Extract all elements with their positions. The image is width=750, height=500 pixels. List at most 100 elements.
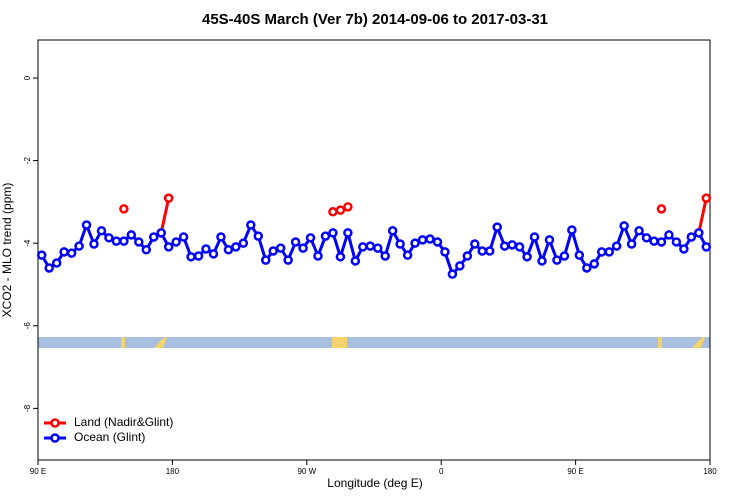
land-patch — [332, 337, 347, 348]
data-point — [148, 232, 159, 242]
data-point — [626, 239, 637, 249]
data-point — [119, 236, 129, 246]
data-point — [365, 241, 376, 251]
x-tick-label: 90 W — [297, 467, 316, 476]
data-point — [559, 251, 570, 261]
data-point — [350, 256, 361, 266]
ocean-strip — [38, 337, 710, 348]
data-point — [395, 239, 405, 249]
data-point — [186, 252, 196, 262]
data-point — [574, 250, 585, 260]
data-point — [74, 241, 84, 251]
data-point — [246, 220, 256, 230]
data-point — [298, 243, 308, 253]
y-tick-label: -8 — [23, 404, 32, 412]
data-point — [163, 193, 174, 203]
data-point — [447, 269, 458, 279]
data-point — [44, 263, 54, 273]
x-tick-label: 90 E — [567, 467, 583, 476]
y-tick-label: -4 — [23, 239, 32, 247]
data-point — [335, 252, 346, 262]
data-point — [305, 233, 316, 243]
data-point — [544, 235, 555, 245]
data-point — [253, 231, 264, 241]
data-point — [410, 238, 420, 248]
legend-marker — [50, 433, 60, 443]
data-point — [320, 231, 331, 241]
land-patch — [154, 337, 167, 348]
data-point — [417, 235, 428, 245]
land-patch — [121, 337, 125, 348]
data-point — [634, 226, 644, 236]
data-point — [492, 222, 502, 232]
x-tick-label: 90 E — [30, 467, 46, 476]
data-point — [260, 255, 271, 265]
legend-marker — [50, 418, 60, 428]
data-point — [425, 234, 435, 244]
x-tick-label: 0 — [439, 467, 444, 476]
data-point — [462, 251, 473, 261]
data-point — [268, 246, 278, 256]
data-point — [283, 255, 293, 265]
data-point — [537, 256, 547, 266]
data-point — [649, 236, 659, 246]
data-point — [499, 241, 510, 251]
data-point — [596, 247, 607, 257]
data-point — [89, 239, 99, 249]
legend-label: Land (Nadir&Glint) — [74, 415, 173, 429]
plot-frame — [37, 39, 711, 461]
data-point — [611, 241, 622, 251]
data-point — [141, 245, 152, 255]
data-point — [134, 237, 144, 247]
data-point — [484, 246, 495, 256]
legend: Land (Nadir&Glint)Ocean (Glint) — [44, 415, 173, 444]
data-point — [671, 237, 682, 247]
chart-title: 45S-40S March (Ver 7b) 2014-09-06 to 201… — [202, 11, 548, 28]
data-point — [455, 261, 465, 271]
y-axis-label: XCO2 - MLO trend (ppm) — [0, 183, 14, 318]
data-point — [208, 249, 219, 259]
y-tick-label: 0 — [23, 75, 32, 80]
land-patch — [692, 337, 705, 348]
data-point — [96, 226, 107, 236]
data-point — [223, 245, 234, 255]
data-point — [216, 232, 226, 242]
data-point — [328, 228, 338, 238]
data-point — [231, 242, 241, 252]
data-point — [694, 228, 704, 238]
land-strip — [38, 337, 710, 348]
data-point — [104, 233, 114, 243]
data-point — [36, 250, 47, 260]
data-point — [178, 232, 189, 242]
data-point — [470, 239, 480, 249]
data-point — [343, 202, 353, 212]
data-point — [656, 204, 667, 214]
data-point — [507, 240, 517, 250]
data-point — [372, 243, 383, 253]
land-patch — [658, 337, 662, 348]
data-point — [514, 242, 525, 252]
data-point — [313, 251, 323, 261]
data-point — [679, 244, 689, 254]
data-point — [201, 244, 211, 254]
data-point — [126, 230, 137, 240]
data-point — [119, 204, 129, 214]
data-point — [567, 225, 577, 235]
data-point — [604, 247, 614, 257]
data-point — [156, 228, 166, 238]
data-point — [656, 237, 667, 247]
data-point — [163, 242, 174, 252]
data-point — [432, 237, 443, 247]
data-point — [701, 193, 712, 203]
data-point — [171, 237, 181, 247]
y-tick-label: -6 — [23, 322, 32, 330]
data-point — [582, 263, 592, 273]
data-point — [552, 255, 562, 265]
x-tick-label: 180 — [703, 467, 717, 476]
data-point — [193, 251, 204, 261]
series-line — [697, 197, 708, 234]
data-point — [701, 242, 712, 252]
data-point — [111, 236, 122, 246]
data-point — [81, 220, 92, 230]
